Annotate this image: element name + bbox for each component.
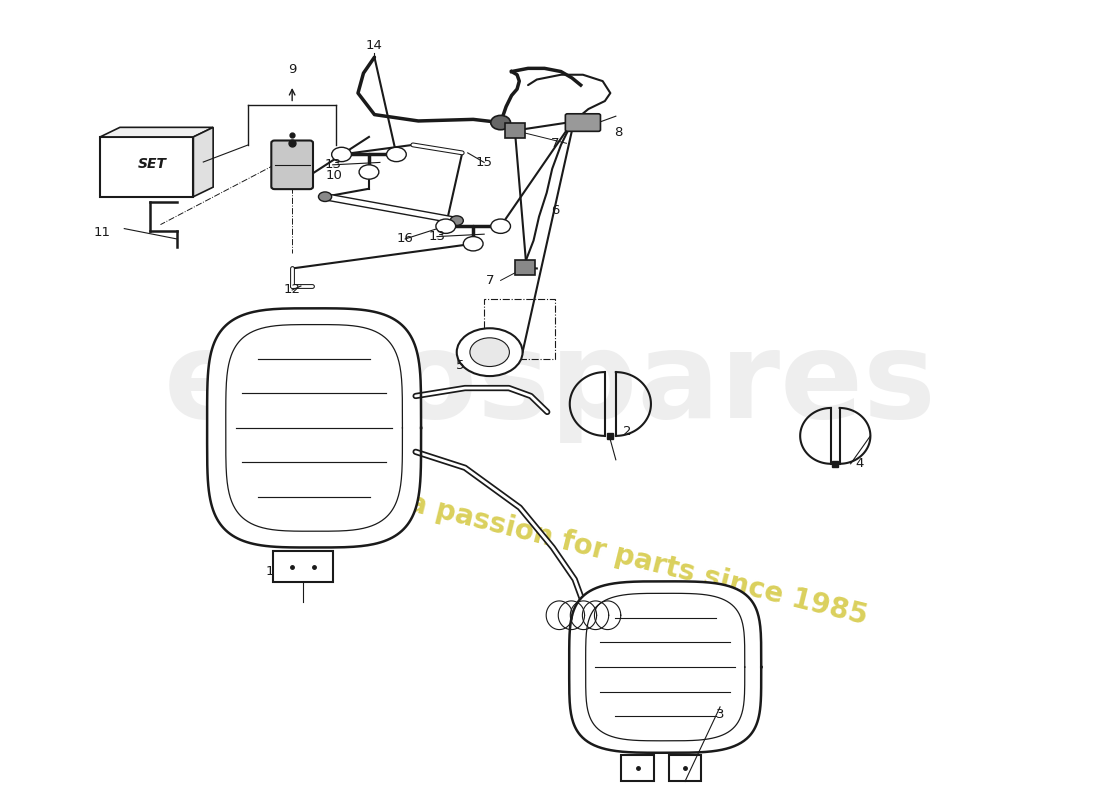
- Text: 14: 14: [366, 38, 383, 52]
- Text: 11: 11: [94, 226, 111, 239]
- FancyBboxPatch shape: [565, 114, 601, 131]
- Text: a passion for parts since 1985: a passion for parts since 1985: [405, 489, 870, 630]
- Circle shape: [450, 216, 463, 226]
- FancyBboxPatch shape: [505, 123, 525, 138]
- Text: 1: 1: [266, 565, 275, 578]
- Circle shape: [319, 192, 332, 202]
- Circle shape: [456, 328, 522, 376]
- Text: 13: 13: [429, 230, 446, 243]
- Text: SET: SET: [138, 158, 167, 171]
- Text: 2: 2: [623, 426, 631, 438]
- Text: 12: 12: [284, 283, 300, 297]
- Polygon shape: [194, 127, 213, 197]
- Circle shape: [359, 165, 378, 179]
- Polygon shape: [569, 582, 761, 753]
- Text: 3: 3: [716, 709, 724, 722]
- Circle shape: [491, 219, 510, 234]
- Text: 5: 5: [455, 359, 464, 372]
- Text: eurospares: eurospares: [164, 326, 936, 442]
- Text: 4: 4: [855, 458, 864, 470]
- Text: 6: 6: [551, 204, 560, 217]
- Circle shape: [491, 115, 510, 130]
- FancyBboxPatch shape: [515, 261, 535, 275]
- FancyBboxPatch shape: [273, 551, 333, 582]
- FancyBboxPatch shape: [621, 755, 654, 782]
- Text: 16: 16: [397, 233, 414, 246]
- Text: 15: 15: [475, 156, 493, 169]
- FancyBboxPatch shape: [272, 141, 313, 189]
- Circle shape: [332, 147, 351, 162]
- Circle shape: [386, 147, 406, 162]
- Circle shape: [470, 338, 509, 366]
- Text: 10: 10: [326, 169, 342, 182]
- Circle shape: [463, 237, 483, 251]
- Text: 7: 7: [485, 274, 494, 287]
- Text: 7: 7: [551, 137, 560, 150]
- FancyBboxPatch shape: [100, 137, 194, 197]
- Polygon shape: [207, 308, 421, 547]
- Polygon shape: [100, 127, 213, 137]
- Text: 8: 8: [614, 126, 623, 139]
- Circle shape: [436, 219, 455, 234]
- Text: 9: 9: [288, 62, 296, 76]
- FancyBboxPatch shape: [669, 755, 702, 782]
- Text: 13: 13: [324, 158, 341, 171]
